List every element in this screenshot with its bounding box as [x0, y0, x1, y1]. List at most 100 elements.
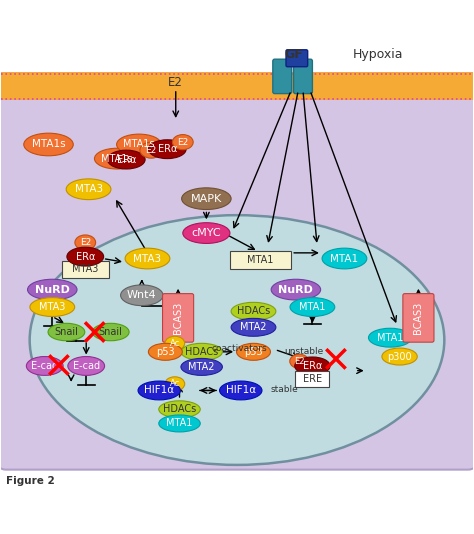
Text: BCAS3: BCAS3 — [173, 302, 183, 334]
Text: cMYC: cMYC — [191, 228, 221, 238]
Text: ERα: ERα — [157, 144, 177, 154]
Ellipse shape — [68, 357, 105, 375]
Ellipse shape — [173, 135, 193, 150]
Text: MTA1: MTA1 — [247, 255, 274, 265]
Text: ERα: ERα — [75, 252, 95, 262]
FancyBboxPatch shape — [403, 294, 434, 342]
Ellipse shape — [181, 343, 222, 360]
Text: MTA2: MTA2 — [240, 323, 267, 332]
Ellipse shape — [125, 248, 170, 269]
FancyBboxPatch shape — [286, 50, 308, 67]
Text: ERα: ERα — [117, 154, 136, 164]
Text: E2: E2 — [146, 146, 157, 155]
Text: Snail: Snail — [99, 327, 123, 337]
FancyBboxPatch shape — [295, 371, 329, 387]
Text: Ac: Ac — [170, 379, 180, 388]
FancyBboxPatch shape — [273, 59, 292, 93]
Text: Ac: Ac — [170, 339, 180, 348]
Ellipse shape — [182, 188, 231, 209]
FancyBboxPatch shape — [0, 88, 474, 469]
Ellipse shape — [271, 279, 320, 300]
Text: E2: E2 — [294, 357, 304, 366]
Text: HDACs: HDACs — [237, 307, 270, 316]
Ellipse shape — [382, 348, 417, 365]
Text: Wnt4: Wnt4 — [127, 290, 156, 300]
Ellipse shape — [148, 343, 182, 360]
Text: MTA2: MTA2 — [188, 362, 215, 372]
Text: MTA1: MTA1 — [299, 302, 326, 312]
Ellipse shape — [140, 142, 163, 158]
Ellipse shape — [24, 133, 73, 156]
FancyBboxPatch shape — [163, 294, 194, 342]
Text: BCAS3: BCAS3 — [413, 302, 423, 334]
Ellipse shape — [30, 215, 444, 465]
FancyBboxPatch shape — [62, 261, 109, 278]
Text: Hypoxia: Hypoxia — [353, 49, 404, 61]
Text: MTA1s: MTA1s — [32, 139, 65, 150]
Text: E2: E2 — [168, 76, 183, 89]
Text: coactivators: coactivators — [211, 344, 267, 354]
Text: MTA1: MTA1 — [377, 333, 403, 343]
Text: MTA3: MTA3 — [133, 254, 162, 263]
Ellipse shape — [368, 328, 412, 347]
Ellipse shape — [138, 381, 181, 400]
Text: HDACs: HDACs — [163, 404, 196, 414]
Text: E2: E2 — [177, 138, 189, 147]
Ellipse shape — [237, 343, 271, 360]
Ellipse shape — [48, 323, 85, 341]
FancyBboxPatch shape — [293, 59, 312, 93]
Text: p53: p53 — [244, 347, 263, 357]
Ellipse shape — [27, 279, 77, 300]
Text: E-cad: E-cad — [31, 361, 58, 371]
Text: Figure 2: Figure 2 — [6, 476, 55, 486]
Text: E2: E2 — [80, 238, 91, 247]
Text: NuRD: NuRD — [278, 285, 313, 295]
Ellipse shape — [94, 148, 139, 169]
Text: MTA1s: MTA1s — [101, 154, 133, 163]
Ellipse shape — [219, 381, 262, 400]
Text: GF: GF — [284, 49, 303, 61]
Text: MTA1: MTA1 — [330, 254, 358, 263]
Text: MTA3: MTA3 — [72, 264, 99, 274]
Ellipse shape — [92, 323, 129, 341]
Text: NuRD: NuRD — [35, 285, 70, 295]
Text: MTA1s: MTA1s — [123, 139, 155, 150]
Ellipse shape — [67, 247, 104, 266]
Ellipse shape — [231, 302, 276, 320]
Text: MTA1: MTA1 — [166, 419, 193, 428]
Ellipse shape — [295, 357, 330, 375]
Text: Snail: Snail — [55, 327, 78, 337]
Ellipse shape — [27, 357, 63, 375]
Text: p300: p300 — [387, 351, 412, 362]
Ellipse shape — [165, 377, 185, 391]
Text: ERE: ERE — [303, 374, 322, 384]
Ellipse shape — [183, 223, 230, 244]
Ellipse shape — [322, 248, 367, 269]
Ellipse shape — [290, 297, 335, 317]
Bar — [1, 73, 473, 100]
Ellipse shape — [75, 235, 96, 250]
Text: HDACs: HDACs — [185, 347, 219, 357]
Ellipse shape — [66, 179, 111, 200]
Ellipse shape — [117, 134, 161, 155]
Text: HIF1α: HIF1α — [144, 386, 174, 396]
Ellipse shape — [159, 401, 200, 418]
Ellipse shape — [159, 415, 200, 432]
Text: ERα: ERα — [303, 361, 322, 371]
Text: E-cad: E-cad — [73, 361, 100, 371]
Text: stable: stable — [271, 385, 299, 394]
FancyBboxPatch shape — [230, 251, 291, 269]
Text: MAPK: MAPK — [191, 194, 222, 203]
Text: MTA3: MTA3 — [39, 302, 65, 312]
Ellipse shape — [30, 297, 75, 317]
Ellipse shape — [231, 318, 276, 336]
Text: MTA3: MTA3 — [74, 184, 103, 194]
Ellipse shape — [165, 336, 185, 350]
Ellipse shape — [148, 140, 186, 159]
Ellipse shape — [181, 358, 222, 375]
Text: p53: p53 — [156, 347, 175, 357]
Ellipse shape — [108, 150, 145, 169]
Ellipse shape — [290, 354, 309, 368]
Text: HIF1α: HIF1α — [226, 386, 256, 396]
Ellipse shape — [120, 285, 163, 305]
